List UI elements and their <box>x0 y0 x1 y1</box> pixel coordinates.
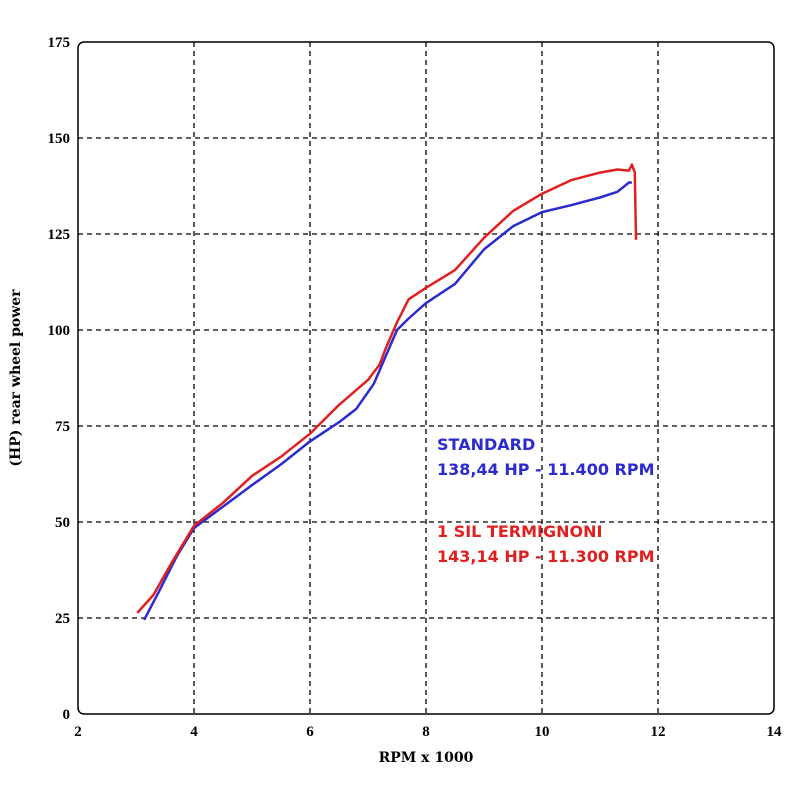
x-tick-label: 4 <box>190 724 198 740</box>
annotation-standard-name: STANDARD <box>437 435 535 454</box>
x-tick-label: 6 <box>306 724 314 740</box>
series-line-termignoni <box>136 163 638 614</box>
y-tick-label: 75 <box>55 419 70 435</box>
x-axis-label: RPM x 1000 <box>379 750 474 766</box>
y-tick-label: 175 <box>48 35 71 51</box>
x-tick-label: 8 <box>422 724 430 740</box>
y-tick-label: 0 <box>63 707 71 723</box>
annotation-termignoni-value: 143,14 HP - 11.300 RPM <box>437 547 655 566</box>
x-tick-label: 14 <box>767 724 783 740</box>
x-tick-label: 12 <box>651 724 666 740</box>
y-tick-label: 150 <box>48 131 71 147</box>
y-tick-label: 50 <box>55 515 70 531</box>
tick-labels: 2 4 6 8 10 12 14 0 25 50 75 100 125 150 175 <box>48 35 783 740</box>
x-tick-label: 2 <box>74 724 82 740</box>
grid <box>78 42 774 714</box>
series-line-standard <box>142 181 632 621</box>
y-tick-label: 25 <box>55 611 70 627</box>
series-lines <box>136 163 638 621</box>
y-tick-label: 125 <box>48 227 71 243</box>
y-axis-label: (HP) rear wheel power <box>8 289 24 467</box>
x-tick-label: 10 <box>535 724 550 740</box>
annotation-standard-value: 138,44 HP - 11.400 RPM <box>437 460 655 479</box>
y-tick-label: 100 <box>48 323 71 339</box>
annotation-termignoni-name: 1 SIL TERMIGNONI <box>437 522 602 541</box>
